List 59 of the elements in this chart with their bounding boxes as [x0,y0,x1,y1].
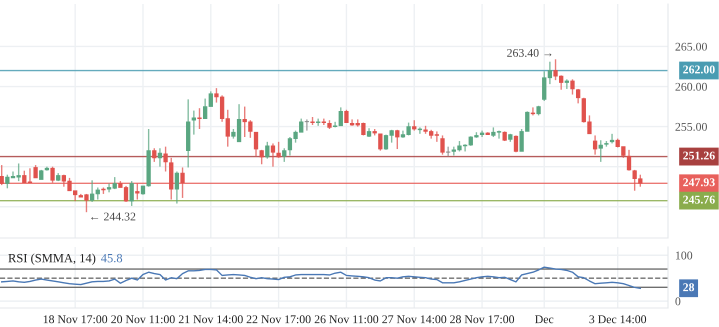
candlestick [180,166,185,199]
x-tick-label: 20 Nov 11:00 [111,315,175,324]
annotation: 263.40 → [507,48,552,57]
x-tick-label: 26 Nov 11:00 [314,315,378,324]
candlestick [304,118,310,132]
candlestick [152,148,156,163]
candlestick [50,166,55,184]
y-tick-label: 260.00 [675,82,707,91]
ref-line-label: 247.93 [683,178,715,186]
candlestick [282,148,286,163]
x-tick-label: 18 Nov 17:00 [44,315,108,324]
candlestick [254,132,258,157]
candlestick [412,120,416,132]
y-tick-label: 0 [675,297,680,306]
candlestick [344,109,349,124]
chart-title: RSI (SMMA, 14) [8,254,96,265]
candlestick [378,133,382,152]
candlestick [174,170,180,204]
y-tick-label: 255.00 [675,122,707,131]
candlestick [316,118,320,127]
candlestick [276,141,281,159]
candlestick [135,182,140,200]
y-tick-label: 265.00 [675,42,707,51]
candlestick [163,146,168,172]
x-tick-label: 27 Nov 14:00 [382,315,446,324]
candlestick [564,78,569,90]
text: 28 [683,283,694,292]
candlestick [440,134,445,156]
x-tick-label: 22 Nov 17:00 [246,315,311,324]
candlestick [446,146,450,157]
candlestick [626,149,632,172]
x-tick-label: Dec [535,315,554,324]
x-tick-label: 28 Nov 17:00 [450,315,514,324]
annotation: 45.8 [100,254,122,262]
x-tick-label: 3 Dec 14:00 [589,315,646,324]
candlestick [598,140,603,163]
candlestick [270,142,276,168]
ref-line-label: 245.76 [683,196,715,204]
candlestick [0,164,4,186]
ref-line-label: 262.00 [683,66,715,74]
candlestick [265,141,270,160]
y-tick-label: 100 [676,252,692,260]
candlestick [130,180,134,207]
candlestick [260,149,264,165]
candlestick [576,88,580,104]
candlestick [158,148,162,168]
candlestick [33,164,38,179]
candlestick [197,107,202,130]
x-tick-label: 21 Nov 14:00 [178,315,243,324]
ref-line-label: 251.26 [683,152,715,160]
candlestick [39,169,44,180]
candlestick [592,134,598,156]
candlestick [570,78,575,96]
candlestick [192,110,196,136]
line-series [1,266,642,289]
candlestick [395,129,400,150]
candlestick [514,134,518,153]
annotation: ← 244.32 [91,212,136,221]
candlestick [502,130,507,142]
